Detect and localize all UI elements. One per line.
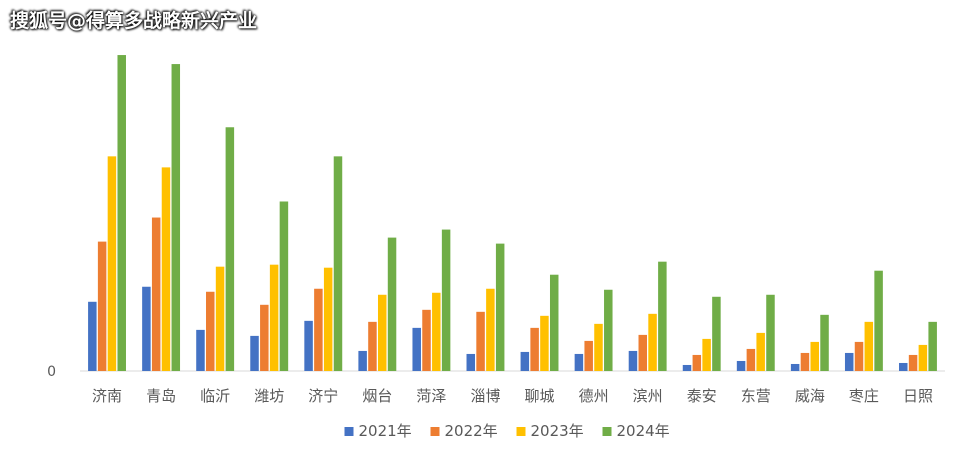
bar-2024年-聊城 (549, 274, 559, 371)
x-tick-label-滨州: 滨州 (633, 387, 663, 405)
legend-label-2022年: 2022年 (445, 422, 498, 440)
y-tick-label-0: 0 (47, 364, 56, 380)
x-tick-label-东营: 东营 (741, 387, 771, 405)
bar-2023年-济南 (107, 156, 117, 371)
bar-2023年-泰安 (702, 338, 711, 371)
x-tick-label-临沂: 临沂 (200, 387, 230, 405)
bar-2022年-日照 (908, 354, 918, 371)
x-tick-label-烟台: 烟台 (362, 387, 392, 405)
bar-2021年-德州 (574, 353, 584, 371)
bar-2022年-济南 (97, 241, 107, 371)
bar-2022年-济宁 (314, 288, 323, 371)
bar-2024年-菏泽 (441, 229, 451, 371)
bar-2022年-淄博 (476, 311, 485, 371)
bar-2021年-潍坊 (250, 335, 259, 371)
x-tick-label-聊城: 聊城 (525, 387, 555, 405)
bar-2021年-聊城 (520, 351, 530, 371)
legend-swatch-2022年 (430, 427, 440, 436)
bar-2023年-德州 (594, 323, 603, 371)
x-tick-label-泰安: 泰安 (687, 387, 717, 405)
x-tick-label-日照: 日照 (903, 387, 933, 405)
bar-2023年-聊城 (540, 315, 549, 371)
x-tick-label-淄博: 淄博 (470, 387, 500, 405)
bar-2022年-临沂 (206, 291, 215, 371)
bar-2024年-潍坊 (279, 201, 289, 371)
bar-2023年-日照 (918, 344, 928, 371)
x-tick-label-威海: 威海 (795, 387, 825, 405)
bar-2023年-潍坊 (269, 264, 279, 371)
x-tick-label-菏泽: 菏泽 (416, 387, 446, 405)
legend-label-2024年: 2024年 (617, 422, 670, 440)
legend-swatch-2023年 (516, 427, 526, 436)
bar-2021年-菏泽 (412, 327, 421, 371)
bar-2022年-枣庄 (854, 341, 864, 371)
x-tick-labels: 济南 青岛 临沂 潍坊 济宁 烟台 菏泽 淄博 聊城 德州 滨州 泰安 东营 威海 枣庄 日照 (92, 387, 933, 405)
bar-2023年-枣庄 (864, 321, 874, 371)
bar-2021年-淄博 (466, 353, 476, 371)
bar-2022年-德州 (584, 340, 593, 371)
bar-2023年-青岛 (161, 167, 171, 371)
bar-2023年-济宁 (323, 267, 333, 371)
bar-2024年-日照 (928, 321, 937, 371)
bar-2024年-济南 (117, 55, 126, 372)
bar-2022年-东营 (746, 348, 756, 371)
x-tick-label-济南: 济南 (92, 387, 122, 405)
bar-2022年-菏泽 (422, 309, 431, 371)
bar-2022年-滨州 (638, 334, 648, 371)
bar-2023年-淄博 (486, 288, 495, 371)
legend: 2021年 2022年 2023年 2024年 (344, 422, 670, 440)
bar-2021年-日照 (899, 362, 908, 371)
bar-2024年-枣庄 (874, 270, 883, 371)
bar-2023年-菏泽 (432, 292, 441, 371)
bar-2021年-济南 (88, 301, 97, 371)
bar-2023年-临沂 (215, 266, 225, 371)
bar-2024年-滨州 (658, 261, 667, 371)
legend-label-2021年: 2021年 (359, 422, 412, 440)
x-tick-label-青岛: 青岛 (146, 387, 176, 405)
bar-2021年-济宁 (304, 320, 313, 371)
x-tick-label-枣庄: 枣庄 (849, 387, 879, 405)
bar-2023年-烟台 (377, 294, 387, 371)
bar-2023年-威海 (810, 341, 819, 371)
bar-2021年-青岛 (142, 286, 151, 371)
bar-2024年-泰安 (712, 296, 721, 371)
bar-2021年-威海 (790, 363, 800, 371)
bar-2023年-滨州 (648, 313, 657, 371)
bar-2022年-泰安 (692, 354, 702, 371)
bar-2021年-滨州 (628, 350, 638, 371)
legend-swatch-2024年 (602, 427, 612, 436)
bar-2022年-青岛 (151, 217, 161, 371)
legend-label-2023年: 2023年 (531, 422, 584, 440)
x-tick-label-德州: 德州 (579, 387, 609, 405)
legend-swatch-2021年 (344, 427, 354, 436)
bar-2021年-泰安 (682, 364, 692, 371)
bar-2022年-潍坊 (260, 304, 269, 371)
bar-2024年-济宁 (333, 156, 343, 371)
bar-2021年-东营 (736, 360, 746, 371)
bar-2024年-烟台 (387, 237, 397, 371)
bar-2022年-烟台 (368, 321, 377, 371)
bars-group (88, 55, 937, 372)
bar-2021年-烟台 (358, 350, 367, 371)
bar-2022年-聊城 (530, 327, 539, 371)
x-tick-label-潍坊: 潍坊 (254, 387, 284, 405)
x-tick-label-济宁: 济宁 (308, 387, 338, 405)
bar-2024年-临沂 (225, 127, 235, 371)
bar-2021年-枣庄 (844, 352, 854, 371)
bar-2024年-青岛 (171, 64, 181, 371)
bar-2024年-德州 (604, 289, 613, 371)
bar-2024年-东营 (766, 294, 775, 371)
bar-2021年-临沂 (196, 329, 205, 371)
bar-2022年-威海 (800, 352, 810, 371)
watermark-text: 搜狐号@得算多战略新兴产业 (10, 10, 258, 32)
bar-2024年-威海 (820, 314, 829, 371)
bar-2023年-东营 (756, 332, 765, 371)
bar-2024年-淄博 (495, 243, 505, 371)
